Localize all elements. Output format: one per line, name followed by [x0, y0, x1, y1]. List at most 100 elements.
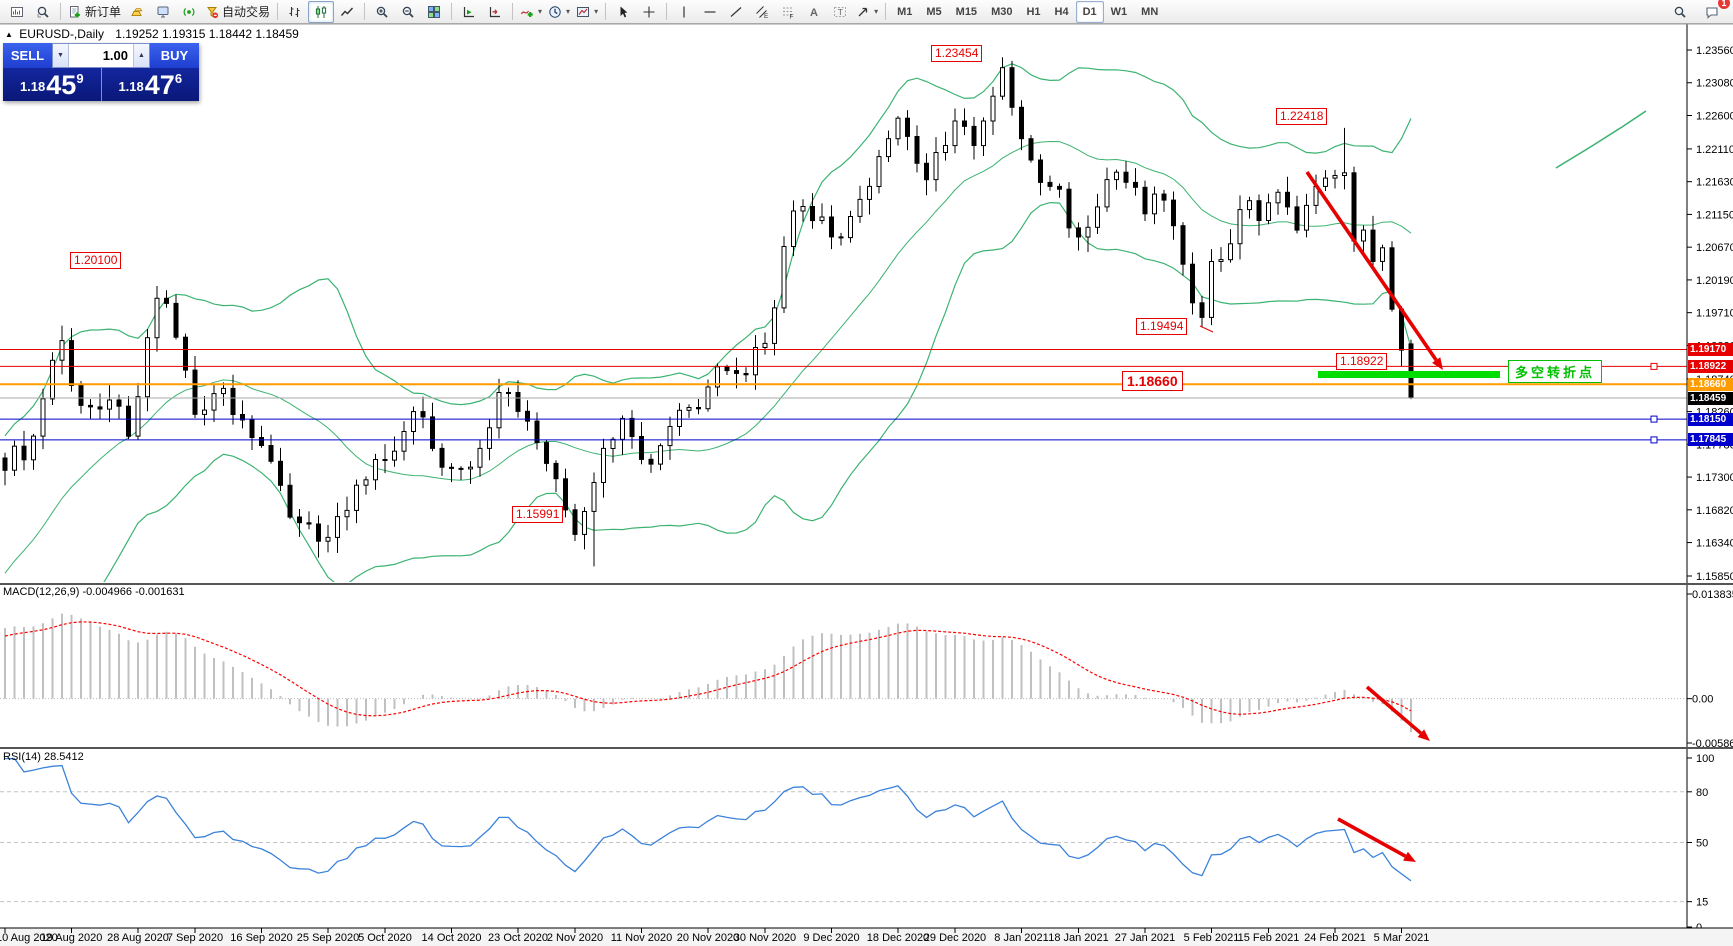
volume-decrease-button[interactable]: ▼	[53, 44, 69, 67]
gold-button[interactable]	[124, 1, 150, 23]
fibonacci-icon: F	[781, 5, 795, 19]
timeframe-mn-button[interactable]: MN	[1141, 5, 1159, 18]
expert-advisors-icon	[156, 5, 170, 19]
candlestick-chart-button[interactable]	[308, 0, 335, 23]
line-chart-button[interactable]	[334, 1, 360, 23]
tile-windows-button[interactable]	[421, 1, 447, 23]
cursor-icon	[616, 5, 630, 19]
vertical-line-button[interactable]	[671, 1, 697, 23]
price-label-annotation[interactable]: 1.20100	[70, 252, 122, 269]
chart-window-button[interactable]	[4, 1, 30, 23]
svg-text:24 Feb 2021: 24 Feb 2021	[1304, 932, 1366, 944]
zoom-in-button[interactable]	[369, 1, 395, 23]
svg-text:18 Dec 2020: 18 Dec 2020	[867, 932, 929, 944]
periods-button[interactable]: ▾	[545, 1, 573, 23]
svg-text:30 Nov 2020: 30 Nov 2020	[734, 932, 796, 944]
crosshair-button[interactable]	[636, 1, 662, 23]
timeframe-h4-button[interactable]: H4	[1054, 5, 1069, 18]
sell-button[interactable]: SELL	[3, 43, 52, 68]
bar-chart-button[interactable]	[282, 1, 308, 23]
market-watch-button[interactable]	[30, 1, 56, 23]
svg-text:2 Nov 2020: 2 Nov 2020	[547, 932, 603, 944]
svg-text:F: F	[790, 13, 794, 19]
timeframe-m5-button[interactable]: M5	[926, 5, 942, 18]
svg-text:29 Dec 2020: 29 Dec 2020	[924, 932, 986, 944]
svg-text:1.21630: 1.21630	[1696, 177, 1733, 189]
svg-text:1.16340: 1.16340	[1696, 538, 1733, 550]
chart-shift-button[interactable]	[482, 1, 508, 23]
panel-splitter	[0, 747, 1733, 749]
symbol-marker-icon: ▲	[5, 30, 13, 39]
gold-icon	[130, 5, 144, 19]
one-click-trading-panel: SELL ▼ 1.00 ▲ BUY 1.18 45 9 1.18 47 6	[3, 43, 199, 101]
equidistant-channel-button[interactable]: E	[749, 1, 775, 23]
svg-text:100: 100	[1696, 753, 1714, 765]
timeframe-m15-button[interactable]: M15	[955, 5, 978, 18]
text-icon: A	[807, 5, 821, 19]
horizontal-line-button[interactable]	[697, 1, 723, 23]
chat-button[interactable]: 1	[1699, 0, 1730, 23]
svg-text:80: 80	[1696, 787, 1708, 799]
price-label-annotation[interactable]: 1.23454	[931, 45, 983, 62]
svg-text:16 Sep 2020: 16 Sep 2020	[230, 932, 292, 944]
sell-price-sup: 9	[76, 71, 84, 86]
candlestick-chart-icon	[314, 5, 328, 19]
svg-text:0.00: 0.00	[1692, 694, 1713, 706]
fibonacci-button[interactable]: F	[775, 1, 801, 23]
horizontal-line-icon	[703, 5, 717, 19]
text-button[interactable]: A	[801, 1, 827, 23]
arrows-button[interactable]: ▾	[853, 1, 881, 23]
timeframe-h1-button[interactable]: H1	[1026, 5, 1041, 18]
rsi-panel[interactable]	[0, 757, 1687, 903]
volume-input[interactable]: 1.00	[102, 48, 128, 63]
timeframe-d1-button[interactable]: D1	[1075, 0, 1104, 23]
indicators-button[interactable]: ▾	[517, 1, 545, 23]
new-order-button[interactable]: 新订单	[65, 1, 124, 23]
expert-advisors-button[interactable]	[150, 1, 176, 23]
templates-button[interactable]: ▾	[573, 1, 601, 23]
sell-price[interactable]: 1.18 45 9	[3, 68, 102, 101]
text-label-button[interactable]: T	[827, 1, 853, 23]
zoom-out-icon	[401, 5, 415, 19]
volume-stepper: ▼ 1.00 ▲	[52, 43, 150, 68]
price-label-annotation[interactable]: 1.18922	[1336, 353, 1388, 370]
svg-text:1.19710: 1.19710	[1696, 308, 1733, 320]
new-order-button-label: 新订单	[85, 5, 122, 19]
svg-text:7 Sep 2020: 7 Sep 2020	[167, 932, 223, 944]
ohlc-readout: 1.19252 1.19315 1.18442 1.18459	[115, 27, 299, 41]
svg-text:10 Aug 2020: 10 Aug 2020	[0, 932, 58, 944]
signals-button[interactable]	[176, 1, 202, 23]
crosshair-icon	[642, 5, 656, 19]
arrows-icon	[856, 5, 870, 19]
trendline-button[interactable]	[723, 1, 749, 23]
buy-price[interactable]: 1.18 47 6	[102, 68, 200, 101]
svg-text:1.22600: 1.22600	[1696, 111, 1733, 123]
zoom-out-button[interactable]	[395, 1, 421, 23]
cursor-button[interactable]	[610, 1, 636, 23]
turning-point-annotation[interactable]: 多空转折点	[1508, 360, 1603, 383]
main-chart-panel[interactable]	[0, 57, 1687, 710]
search-button[interactable]	[1667, 1, 1693, 23]
price-label-annotation[interactable]: 1.15991	[512, 506, 564, 523]
price-label-annotation[interactable]: 1.18660	[1122, 371, 1183, 391]
price-axis[interactable]: 1.23560 1.23080 1.22600 1.22110 1.21630 1.211…	[0, 23, 1733, 946]
timeframe-m1-button[interactable]: M1	[897, 5, 913, 18]
volume-increase-button[interactable]: ▲	[133, 44, 149, 67]
macd-panel[interactable]	[0, 613, 1687, 732]
timeframe-w1-button[interactable]: W1	[1110, 5, 1128, 18]
timeframe-m30-button[interactable]: M30	[991, 5, 1013, 18]
price-label-annotation[interactable]: 1.19494	[1136, 318, 1188, 335]
svg-text:5 Mar 2021: 5 Mar 2021	[1374, 932, 1430, 944]
autotrading-button[interactable]: 自动交易	[202, 1, 273, 23]
trend-arrows[interactable]	[1305, 170, 1443, 862]
svg-text:14 Oct 2020: 14 Oct 2020	[422, 932, 482, 944]
buy-button[interactable]: BUY	[150, 43, 199, 68]
svg-text:5 Oct 2020: 5 Oct 2020	[358, 932, 412, 944]
price-label-annotation[interactable]: 1.22418	[1276, 108, 1328, 125]
auto-scroll-button[interactable]	[456, 1, 482, 23]
svg-text:25 Sep 2020: 25 Sep 2020	[297, 932, 359, 944]
